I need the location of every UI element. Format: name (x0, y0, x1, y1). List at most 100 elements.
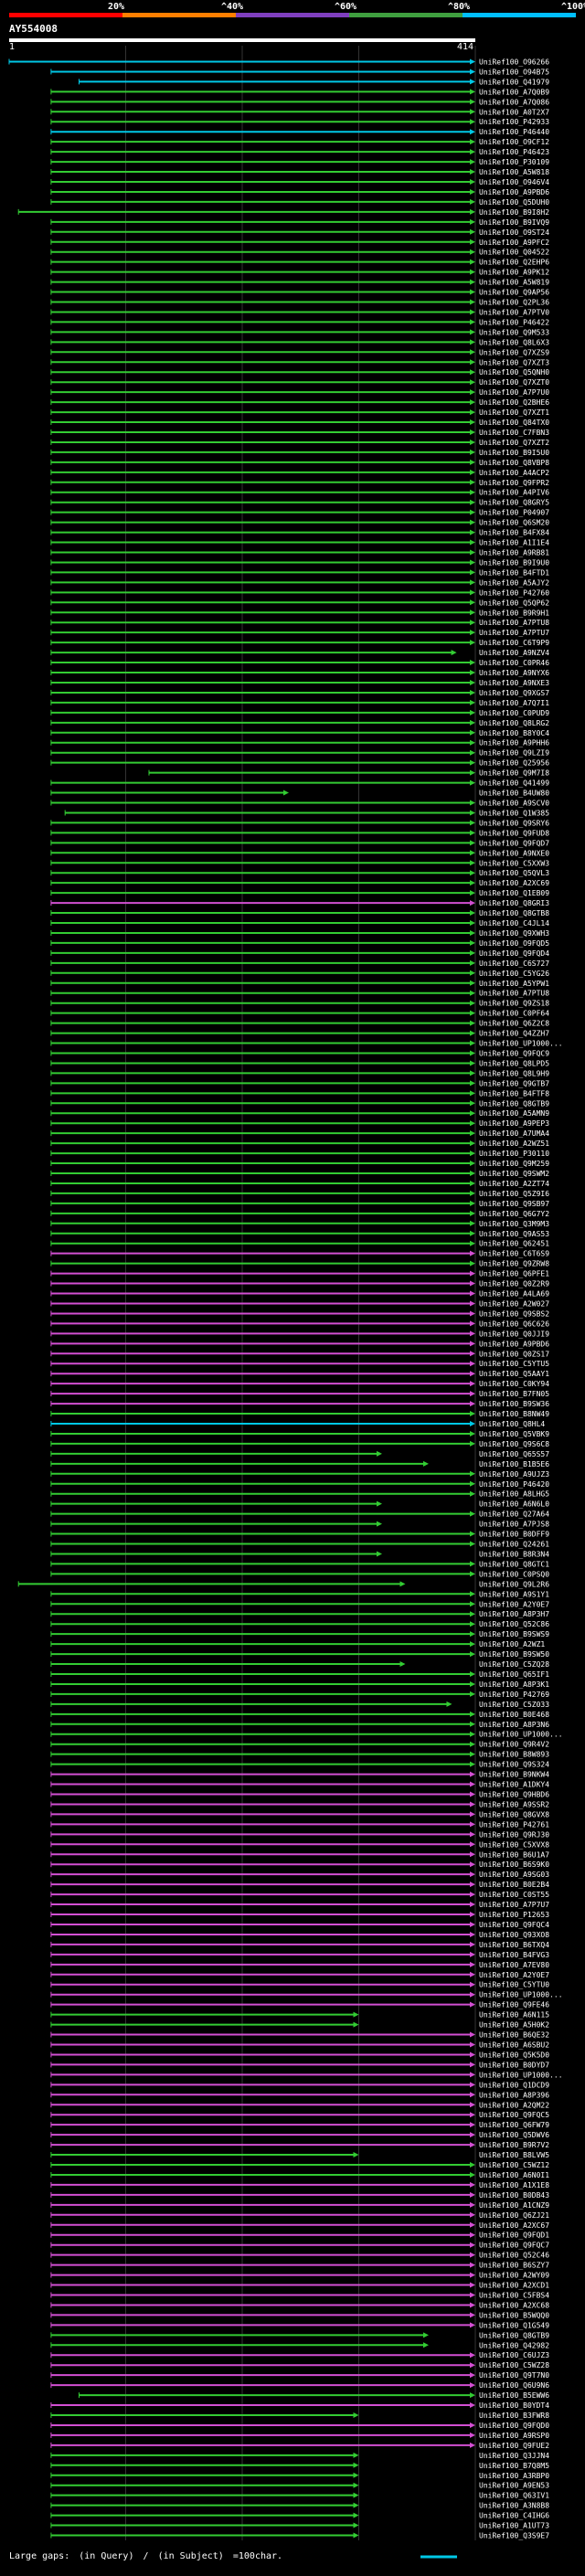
hit-label[interactable]: UniRef100_B9SW36 (479, 1400, 549, 1408)
hit-label[interactable]: UniRef100_P30110 (479, 1150, 549, 1158)
hit-label[interactable]: UniRef100_B9R7V2 (479, 2141, 549, 2149)
hit-label[interactable]: UniRef100_A9RB81 (479, 549, 549, 557)
hit-label[interactable]: UniRef100_Q9FPR2 (479, 479, 549, 487)
hit-label[interactable]: UniRef100_Q9SRY6 (479, 819, 549, 827)
hit-label[interactable]: UniRef100_Q9ZS18 (479, 1000, 549, 1008)
hit-label[interactable]: UniRef100_A5YPW1 (479, 980, 549, 988)
hit-label[interactable]: UniRef100_Q25956 (479, 759, 549, 768)
hit-label[interactable]: UniRef100_A1I1E4 (479, 539, 549, 547)
hit-label[interactable]: UniRef100_B7Q8M5 (479, 2462, 549, 2470)
hit-label[interactable]: UniRef100_A8LHG5 (479, 1490, 549, 1499)
hit-label[interactable]: UniRef100_C0KY94 (479, 1380, 549, 1388)
hit-label[interactable]: UniRef100_B9I5U0 (479, 449, 549, 457)
hit-label[interactable]: UniRef100_Q8HL4 (479, 1420, 545, 1428)
hit-label[interactable]: UniRef100_Q5VBK9 (479, 1430, 549, 1438)
hit-label[interactable]: UniRef100_C0PF64 (479, 1010, 549, 1018)
hit-label[interactable]: UniRef100_B0E468 (479, 1711, 549, 1719)
hit-label[interactable]: UniRef100_Q62451 (479, 1240, 549, 1248)
hit-label[interactable]: UniRef100_C5XXW3 (479, 859, 549, 867)
hit-label[interactable]: UniRef100_A8P396 (479, 2091, 549, 2099)
hit-label[interactable]: UniRef100_A7UMA4 (479, 1129, 549, 1138)
hit-label[interactable]: UniRef100_B6TXQ4 (479, 1941, 549, 1949)
hit-label[interactable]: UniRef100_Q8GRI3 (479, 899, 549, 907)
hit-label[interactable]: UniRef100_B9SWS9 (479, 1630, 549, 1638)
hit-label[interactable]: UniRef100_A9NXE3 (479, 679, 549, 687)
hit-label[interactable]: UniRef100_Q9FE46 (479, 2001, 549, 2009)
hit-label[interactable]: UniRef100_Q8L6X3 (479, 338, 549, 346)
hit-label[interactable]: UniRef100_Q3JJN4 (479, 2452, 549, 2460)
hit-label[interactable]: UniRef100_Q8GTB9 (479, 1099, 549, 1108)
hit-label[interactable]: UniRef100_A9SG03 (479, 1871, 549, 1879)
hit-label[interactable]: UniRef100_A2WY09 (479, 2272, 549, 2280)
hit-label[interactable]: UniRef100_A1CNZ9 (479, 2201, 549, 2210)
hit-label[interactable]: UniRef100_Q1EB09 (479, 889, 549, 897)
hit-label[interactable]: UniRef100_B1B5E6 (479, 1460, 549, 1468)
hit-label[interactable]: UniRef100_A9UJZ3 (479, 1470, 549, 1479)
hit-label[interactable]: UniRef100_Q0Z2R9 (479, 1280, 549, 1288)
hit-label[interactable]: UniRef100_Q6C626 (479, 1320, 549, 1328)
hit-label[interactable]: UniRef100_B0DYD7 (479, 2061, 549, 2069)
hit-label[interactable]: UniRef100_A5W819 (479, 279, 549, 287)
hit-label[interactable]: UniRef100_Q6U9N6 (479, 2381, 549, 2390)
hit-label[interactable]: UniRef100_C5YG26 (479, 970, 549, 978)
hit-label[interactable]: UniRef100_Q9M259 (479, 1160, 549, 1168)
hit-label[interactable]: UniRef100_C7FBN3 (479, 429, 549, 437)
hit-label[interactable]: UniRef100_A1X1E8 (479, 2181, 549, 2189)
hit-label[interactable]: UniRef100_O946V4 (479, 178, 549, 186)
hit-label[interactable]: UniRef100_Q9XGS7 (479, 689, 549, 697)
hit-label[interactable]: UniRef100_Q84TX0 (479, 419, 549, 427)
hit-label[interactable]: UniRef100_Q9M533 (479, 328, 549, 336)
hit-label[interactable]: UniRef100_Q52C86 (479, 1620, 549, 1628)
hit-label[interactable]: UniRef100_Q5QP62 (479, 599, 549, 607)
hit-label[interactable]: UniRef100_C6T6S9 (479, 1250, 549, 1258)
hit-label[interactable]: UniRef100_Q8GTB9 (479, 2331, 549, 2339)
hit-label[interactable]: UniRef100_C4JL14 (479, 919, 549, 928)
hit-label[interactable]: UniRef100_A7EV80 (479, 1961, 549, 1969)
hit-label[interactable]: UniRef100_Q8LRG2 (479, 719, 549, 727)
hit-label[interactable]: UniRef100_B6QE32 (479, 2031, 549, 2040)
hit-label[interactable]: UniRef100_Q5DUH0 (479, 198, 549, 207)
hit-label[interactable]: UniRef100_Q8GVX8 (479, 1810, 549, 1818)
hit-label[interactable]: UniRef100_A4LA69 (479, 1290, 549, 1299)
hit-label[interactable]: UniRef100_P42761 (479, 1820, 549, 1829)
hit-label[interactable]: UniRef100_A7PTU7 (479, 629, 549, 637)
hit-label[interactable]: UniRef100_A0T2X7 (479, 108, 549, 116)
hit-label[interactable]: UniRef100_O96266 (479, 58, 549, 66)
hit-label[interactable]: UniRef100_Q24261 (479, 1541, 549, 1549)
hit-label[interactable]: UniRef100_A9SCV0 (479, 799, 549, 807)
hit-label[interactable]: UniRef100_UP1000... (479, 1040, 563, 1048)
hit-label[interactable]: UniRef100_B8Y0C4 (479, 729, 549, 737)
hit-label[interactable]: UniRef100_Q9FQC5 (479, 2111, 549, 2119)
hit-label[interactable]: UniRef100_B5WQQ0 (479, 2311, 549, 2319)
hit-label[interactable]: UniRef100_UP1000... (479, 2071, 563, 2079)
hit-label[interactable]: UniRef100_Q1W385 (479, 809, 549, 817)
hit-label[interactable]: UniRef100_A9NYX6 (479, 669, 549, 677)
hit-label[interactable]: UniRef100_Q9SWM2 (479, 1170, 549, 1178)
hit-label[interactable]: UniRef100_Q8GTC1 (479, 1560, 549, 1568)
hit-label[interactable]: UniRef100_A3N8B8 (479, 2502, 549, 2510)
hit-label[interactable]: UniRef100_A2W027 (479, 1299, 549, 1308)
hit-label[interactable]: UniRef100_Q9FUE2 (479, 2442, 549, 2450)
hit-label[interactable]: UniRef100_Q7XZT0 (479, 378, 549, 387)
hit-label[interactable]: UniRef100_Q2EHP6 (479, 259, 549, 267)
hit-label[interactable]: UniRef100_A5AJY2 (479, 578, 549, 587)
hit-label[interactable]: UniRef100_C5WZ12 (479, 2161, 549, 2169)
hit-label[interactable]: UniRef100_O9CF12 (479, 138, 549, 146)
hit-label[interactable]: UniRef100_Q65IF1 (479, 1670, 549, 1679)
hit-label[interactable]: UniRef100_B0E2B4 (479, 1881, 549, 1889)
hit-label[interactable]: UniRef100_Q2BHE6 (479, 398, 549, 407)
hit-label[interactable]: UniRef100_Q8L9H9 (479, 1069, 549, 1077)
hit-label[interactable]: UniRef100_Q6Z2C8 (479, 1020, 549, 1028)
hit-label[interactable]: UniRef100_Q1DCD9 (479, 2081, 549, 2089)
hit-label[interactable]: UniRef100_Q65S57 (479, 1450, 549, 1458)
hit-label[interactable]: UniRef100_UP1000... (479, 1991, 563, 1999)
hit-label[interactable]: UniRef100_P46422 (479, 318, 549, 326)
hit-label[interactable]: UniRef100_A9PK12 (479, 269, 549, 277)
hit-label[interactable]: UniRef100_A9EN53 (479, 2482, 549, 2490)
hit-label[interactable]: UniRef100_Q9FQD7 (479, 839, 549, 847)
hit-label[interactable]: UniRef100_O94B75 (479, 68, 549, 76)
hit-label[interactable]: UniRef100_Q9XWH3 (479, 929, 549, 938)
hit-label[interactable]: UniRef100_Q5QNH0 (479, 368, 549, 376)
hit-label[interactable]: UniRef100_A8P3N6 (479, 1721, 549, 1729)
hit-label[interactable]: UniRef100_A7P7U0 (479, 388, 549, 397)
